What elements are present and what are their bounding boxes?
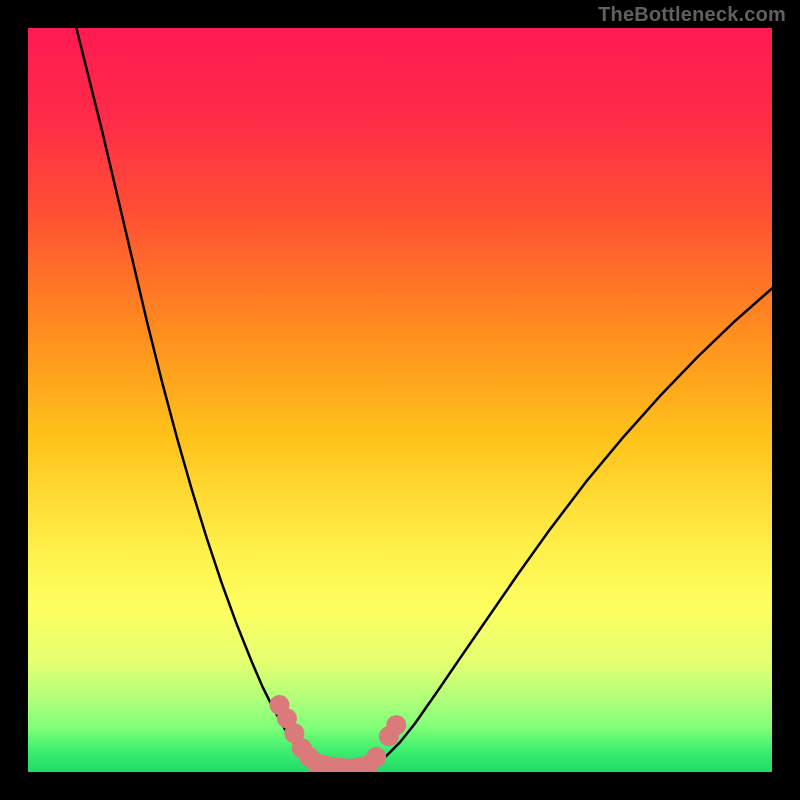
scatter-point bbox=[366, 747, 386, 767]
chart-container: TheBottleneck.com bbox=[0, 0, 800, 800]
watermark-label: TheBottleneck.com bbox=[598, 4, 786, 27]
chart-svg bbox=[28, 28, 772, 772]
plot-area bbox=[28, 28, 772, 772]
gradient-background bbox=[28, 28, 772, 772]
scatter-point bbox=[386, 715, 406, 735]
